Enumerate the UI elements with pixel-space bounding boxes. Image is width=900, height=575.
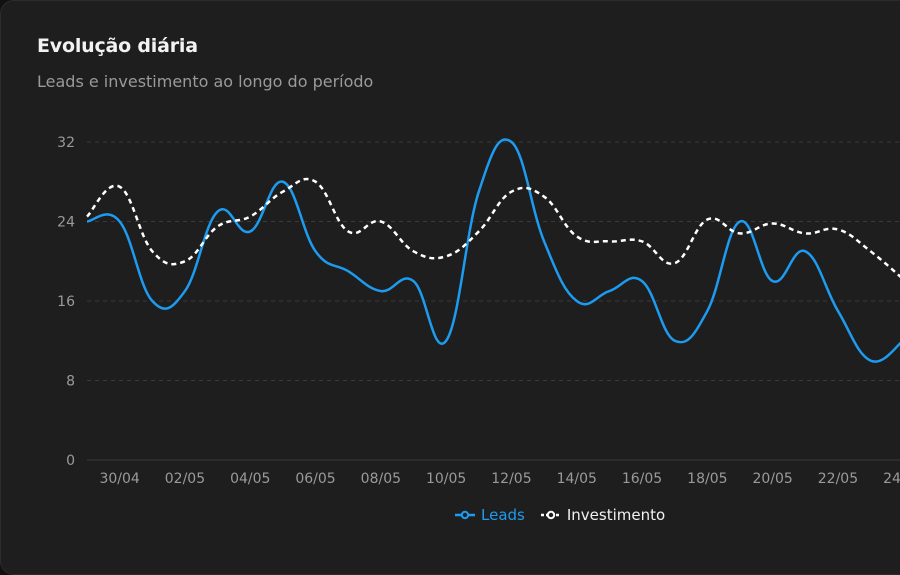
x-tick-label: 30/04 xyxy=(99,471,139,487)
chart-title: Evolução diária xyxy=(37,35,198,57)
x-tick-label: 02/05 xyxy=(165,471,205,487)
chart-subtitle: Leads e investimento ao longo do período xyxy=(37,72,374,91)
legend-leads-marker-icon xyxy=(455,510,475,520)
y-tick-label: 16 xyxy=(57,294,75,310)
legend-item-leads[interactable]: Leads xyxy=(455,506,525,524)
x-tick-label: 18/05 xyxy=(687,471,727,487)
line-chart: 0 8 16 24 32 30/04 02/05 04/05 06/05 08/05 10/05 1… xyxy=(57,135,900,487)
x-tick-label: 12/05 xyxy=(491,471,531,487)
y-tick-label: 32 xyxy=(57,135,75,151)
series-line-investimento[interactable] xyxy=(86,177,900,279)
series-line-leads[interactable] xyxy=(86,138,900,363)
grid-lines xyxy=(87,141,900,461)
y-axis-ticks: 0 8 16 24 32 xyxy=(57,135,75,469)
x-tick-label: 16/05 xyxy=(622,471,662,487)
chart-legend: Leads Investimento xyxy=(455,506,665,524)
x-tick-label: 08/05 xyxy=(361,471,401,487)
legend-investimento-label: Investimento xyxy=(566,506,666,524)
series-lines xyxy=(86,138,900,363)
y-tick-label: 8 xyxy=(66,374,75,390)
y-tick-label: 0 xyxy=(66,453,75,469)
x-tick-label: 06/05 xyxy=(295,471,335,487)
x-tick-label: 24/05 xyxy=(883,471,900,487)
legend-investimento-marker-icon xyxy=(540,510,561,520)
y-tick-label: 24 xyxy=(57,215,75,231)
x-tick-label: 22/05 xyxy=(818,471,858,487)
legend-leads-label: Leads xyxy=(481,506,525,524)
legend-item-investimento[interactable]: Investimento xyxy=(540,506,666,524)
x-tick-label: 14/05 xyxy=(557,471,597,487)
x-tick-label: 04/05 xyxy=(230,471,270,487)
x-axis-ticks: 30/04 02/05 04/05 06/05 08/05 10/05 12/05 14/05… xyxy=(99,471,900,487)
x-tick-label: 20/05 xyxy=(752,471,792,487)
x-tick-label: 10/05 xyxy=(426,471,466,487)
